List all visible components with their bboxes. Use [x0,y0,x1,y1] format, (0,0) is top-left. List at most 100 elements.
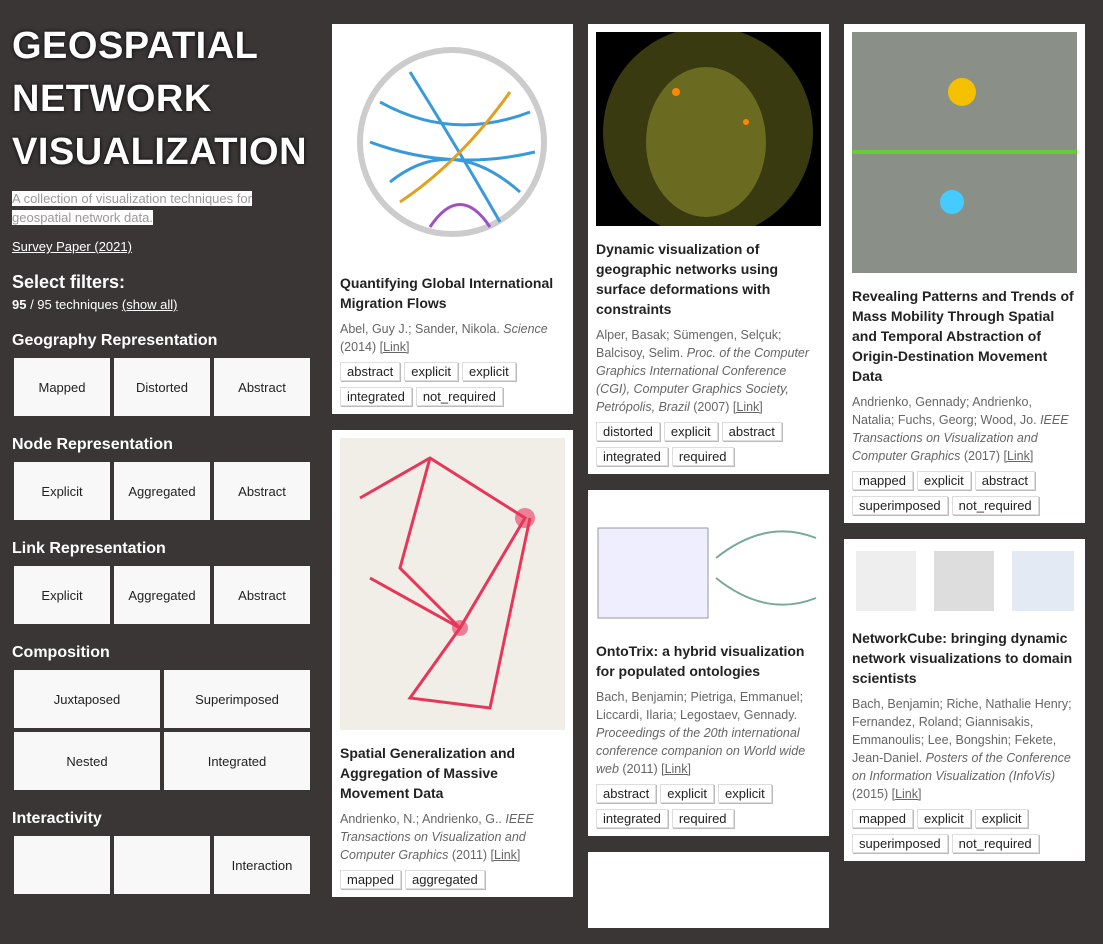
filter-button[interactable] [114,836,210,894]
technique-card[interactable]: Quantifying Global International Migrati… [332,24,573,414]
year: (2011) [618,762,662,776]
filter-button[interactable]: Aggregated [114,462,210,520]
subtitle-text: A collection of visualization techniques… [12,191,252,225]
card-tags: mapped explicit abstract superimposed not_re… [852,471,1077,515]
tag: explicit [916,809,971,828]
filter-buttons: Interaction [14,836,312,894]
count: 95 / 95 techniques (show all) [12,297,312,312]
filter-button[interactable]: Interaction [214,836,310,894]
paper-link[interactable]: [Link] [661,762,691,776]
filter-button[interactable]: Abstract [214,358,310,416]
card-authors: Abel, Guy J.; Sander, Nikola. Science (2… [340,320,565,356]
venue: Science [503,322,548,336]
technique-card[interactable]: Revealing Patterns and Trends of Mass Mo… [844,24,1085,523]
filter-button[interactable]: Juxtaposed [14,670,160,728]
card-tags: mapped explicit explicit superimposed not_re… [852,809,1077,853]
filter-button[interactable]: Distorted [114,358,210,416]
column: Quantifying Global International Migrati… [332,24,573,913]
tag: explicit [404,362,458,381]
tag: integrated [596,447,668,466]
card-authors: Bach, Benjamin; Pietriga, Emmanuel; Licc… [596,688,821,778]
authors: Alper, Basak; Sümengen, Selçuk; Balcisoy… [596,328,782,360]
thumbnail [852,547,1077,615]
tag: superimposed [852,496,948,515]
paper-link[interactable]: [Link] [379,340,410,354]
authors: Abel, Guy J.; Sander, Nikola. [340,322,504,336]
paper-link[interactable]: [Link] [891,787,922,801]
tag: abstract [596,784,657,803]
filter-button[interactable]: Nested [14,732,160,790]
authors: Andrienko, N.; Andrienko, G.. [340,812,506,826]
tag: aggregated [404,870,485,889]
technique-card[interactable] [588,852,829,928]
card-tags: abstract explicit explicit integrated requir… [596,784,821,828]
tag: explicit [660,784,714,803]
card-authors: Andrienko, Gennady; Andrienko, Natalia; … [852,393,1077,465]
thumbnail [357,47,547,237]
card-authors: Andrienko, N.; Andrienko, G.. IEEE Trans… [340,810,565,864]
year: (2014) [340,340,380,354]
filter-button[interactable]: Explicit [14,566,110,624]
thumbnail [340,438,565,730]
venue: Proceedings of the 20th international co… [596,726,806,776]
tag: mapped [852,471,913,490]
column: Revealing Patterns and Trends of Mass Mo… [844,24,1085,877]
filter-group-heading: Interactivity [12,810,102,827]
year: (2011) [448,848,491,862]
tag: explicit [462,362,516,381]
tag: distorted [596,422,660,441]
tag: abstract [340,362,401,381]
paper-link[interactable]: [Link] [732,400,763,414]
filter-button[interactable]: Superimposed [164,670,310,728]
venue: IEEE Transactions on Visualization and C… [852,413,1069,463]
year: (2017) [960,449,1004,463]
year: (2007) [689,400,733,414]
tag: explicit [916,471,971,490]
card-tags: distorted explicit abstract integrated requi… [596,422,821,466]
thumbnail [852,32,1077,273]
card-authors: Alper, Basak; Sümengen, Selçuk; Balcisoy… [596,326,821,416]
tag: required [671,809,734,828]
tag: required [671,447,734,466]
tag: integrated [340,387,412,406]
filter-buttons: Explicit Aggregated Abstract [14,566,312,624]
technique-card[interactable]: NetworkCube: bringing dynamic network vi… [844,539,1085,861]
card-title: Revealing Patterns and Trends of Mass Mo… [852,288,1074,384]
authors: Andrienko, Gennady; Andrienko, Natalia; … [852,395,1041,427]
authors: Bach, Benjamin; Riche, Nathalie Henry; F… [852,697,1072,765]
paper-link[interactable]: [Link] [1003,449,1034,463]
paper-link[interactable]: [Link] [490,848,521,862]
tag: explicit [663,422,718,441]
survey-link[interactable]: Survey Paper (2021) [12,239,132,254]
filter-button[interactable]: Abstract [214,462,310,520]
technique-card[interactable]: OntoTrix: a hybrid visualization for pop… [588,490,829,836]
technique-card[interactable]: Spatial Generalization and Aggregation o… [332,430,573,897]
filter-group-heading: Geography Representation [12,332,218,349]
count-rest: / 95 techniques [26,297,122,312]
tag: not_required [951,496,1039,515]
filter-button[interactable] [14,836,110,894]
card-tags: mapped aggregated [340,870,565,889]
card-title: Dynamic visualization of geographic netw… [596,241,779,317]
venue: IEEE Transactions on Visualization and C… [340,812,534,862]
tag: integrated [596,809,668,828]
thumbnail [596,498,821,628]
filter-button[interactable]: Explicit [14,462,110,520]
filter-button[interactable]: Aggregated [114,566,210,624]
card-tags: abstract explicit explicit integrated not_re… [340,362,565,406]
tag: mapped [852,809,913,828]
filters-heading: Select filters: [12,272,126,292]
filter-group-heading: Composition [12,644,110,661]
tag: superimposed [852,834,948,853]
filter-button[interactable]: Abstract [214,566,310,624]
filter-buttons: Juxtaposed Superimposed Nested Integrated [14,670,312,790]
filter-buttons: Mapped Distorted Abstract [14,358,312,416]
filter-button[interactable]: Mapped [14,358,110,416]
technique-card[interactable]: Dynamic visualization of geographic netw… [588,24,829,474]
subtitle: A collection of visualization techniques… [12,189,312,227]
tag: not_required [951,834,1039,853]
filter-button[interactable]: Integrated [164,732,310,790]
year: (2015) [852,787,892,801]
show-all[interactable]: (show all) [121,297,178,312]
tag: abstract [721,422,782,441]
